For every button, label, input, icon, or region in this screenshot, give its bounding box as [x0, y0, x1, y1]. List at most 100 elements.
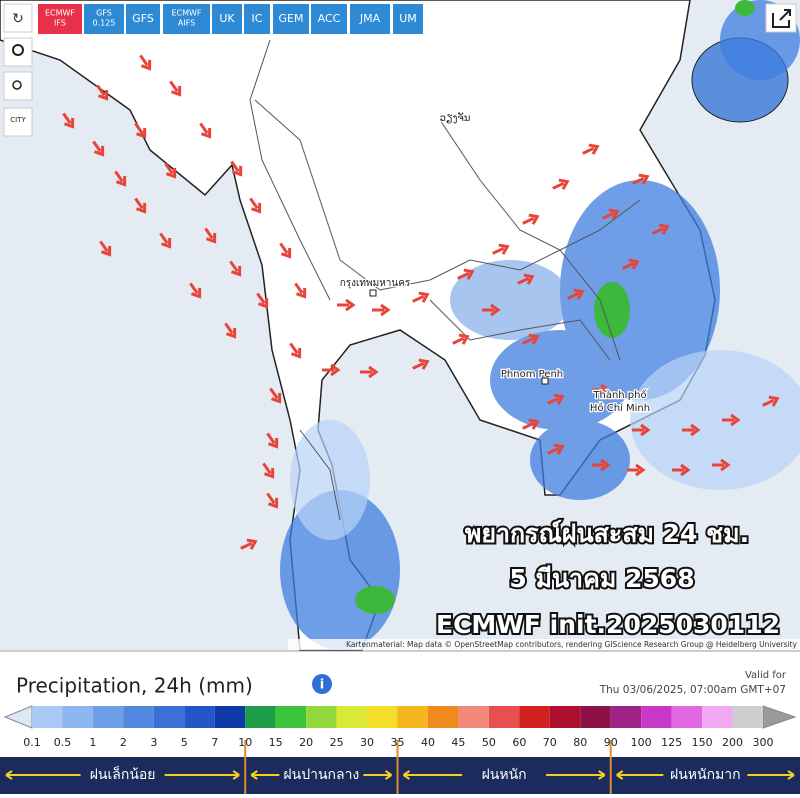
- scale-label: 5: [181, 736, 188, 749]
- model-button-label: UK: [219, 12, 235, 25]
- wind-arrow: [139, 54, 152, 71]
- zoom-icon: [12, 80, 22, 90]
- wind-arrow: [99, 240, 112, 257]
- wind-arrow: [522, 213, 540, 225]
- wind-arrow: [269, 387, 282, 404]
- wind-arrow: [547, 393, 565, 405]
- category-arrow: [5, 770, 81, 780]
- scale-label: 0.5: [54, 736, 72, 749]
- model-button[interactable]: [244, 4, 270, 34]
- valid-time: Thu 03/06/2025, 07:00am GMT+07: [599, 684, 786, 696]
- wind-arrow: [134, 197, 147, 214]
- wind-arrow: [322, 363, 341, 377]
- model-button[interactable]: [273, 4, 309, 34]
- scale-label: 30: [360, 736, 374, 749]
- wind-arrow: [592, 458, 611, 472]
- place-label: Thành phố: [592, 389, 646, 401]
- wind-arrow: [412, 358, 430, 370]
- place-label: กรุงเทพมหานคร: [340, 278, 411, 289]
- wind-arrow: [262, 462, 275, 479]
- side-button[interactable]: [3, 71, 33, 101]
- model-button[interactable]: [350, 4, 390, 34]
- city-button-label: CITY: [10, 116, 26, 124]
- wind-arrow: [289, 342, 302, 359]
- side-button[interactable]: [3, 3, 33, 33]
- category-label: ฝนหนักมาก: [670, 767, 741, 783]
- wind-arrow: [256, 292, 269, 309]
- category-arrow: [363, 770, 393, 780]
- legend-title: Precipitation, 24h (mm): [16, 674, 253, 698]
- place-label: ວຽງຈັນ: [440, 111, 471, 124]
- wind-arrow: [722, 413, 741, 427]
- scale-label: 150: [692, 736, 713, 749]
- wind-arrow: [517, 273, 535, 285]
- side-button[interactable]: [3, 107, 33, 137]
- model-button-label: ECMWF: [45, 9, 75, 18]
- scale-swatch: [92, 706, 124, 728]
- scale-swatch: [245, 706, 276, 728]
- wind-arrow: [457, 268, 475, 280]
- scale-swatch: [336, 706, 368, 728]
- reload-icon: ↻: [12, 11, 24, 27]
- scale-swatch: [641, 706, 672, 728]
- scale-label: 60: [512, 736, 526, 749]
- scale-swatch: [306, 706, 337, 728]
- info-glyph: i: [320, 678, 324, 693]
- scale-label: 70: [543, 736, 557, 749]
- wind-arrow: [240, 538, 258, 550]
- scale-swatch: [610, 706, 642, 728]
- category-arrow: [546, 770, 606, 780]
- scale-label: 200: [722, 736, 743, 749]
- category-label: ฝนปานกลาง: [283, 767, 359, 783]
- model-button[interactable]: [38, 4, 82, 34]
- scale-swatch: [32, 706, 63, 728]
- scale-swatch: [123, 706, 154, 728]
- model-button-label: GEM: [279, 12, 304, 25]
- model-button[interactable]: [163, 4, 210, 34]
- model-button-label: GFS: [96, 9, 112, 18]
- info-icon[interactable]: [312, 674, 332, 694]
- scale-end: [762, 705, 797, 729]
- light-rain: [290, 350, 800, 540]
- map[interactable]: [0, 0, 800, 651]
- scale-swatch: [275, 706, 307, 728]
- scale-label: 15: [269, 736, 283, 749]
- place-label: Hồ Chí Minh: [590, 402, 650, 414]
- scale-swatch: [184, 706, 215, 728]
- wind-arrow: [547, 443, 565, 455]
- wind-arrow: [567, 288, 585, 300]
- model-button[interactable]: [393, 4, 423, 34]
- model-button[interactable]: [84, 4, 124, 34]
- wind-arrow: [204, 227, 217, 244]
- category-arrow: [402, 770, 463, 780]
- wind-arrow: [762, 395, 780, 407]
- scale-swatch: [214, 706, 246, 728]
- wind-arrows: [62, 54, 780, 550]
- scale-swatch: [458, 706, 489, 728]
- wind-arrow: [552, 178, 570, 190]
- scale-label: 300: [753, 736, 774, 749]
- wind-arrow: [482, 303, 501, 317]
- location-icon: [12, 44, 24, 56]
- heavy-rain: [355, 0, 755, 614]
- wind-arrow: [602, 208, 620, 220]
- model-button[interactable]: [212, 4, 242, 34]
- wind-arrow: [632, 423, 651, 437]
- wind-arrow: [92, 140, 105, 157]
- scale-end: [3, 705, 33, 729]
- scale-swatch: [580, 706, 611, 728]
- model-button-label: ECMWF: [171, 9, 201, 18]
- scale-label: 100: [631, 736, 652, 749]
- model-button[interactable]: [126, 4, 160, 34]
- scale-swatch: [732, 706, 763, 728]
- wind-arrow: [266, 492, 279, 509]
- category-label: ฝนเล็กน้อย: [90, 765, 156, 783]
- side-button[interactable]: [3, 37, 33, 67]
- model-button-label: UM: [399, 12, 417, 25]
- forecast-caption: ECMWF init.2025030112: [436, 610, 780, 639]
- model-button[interactable]: [311, 4, 347, 34]
- category-bar: [0, 757, 800, 794]
- wind-arrow: [632, 173, 650, 185]
